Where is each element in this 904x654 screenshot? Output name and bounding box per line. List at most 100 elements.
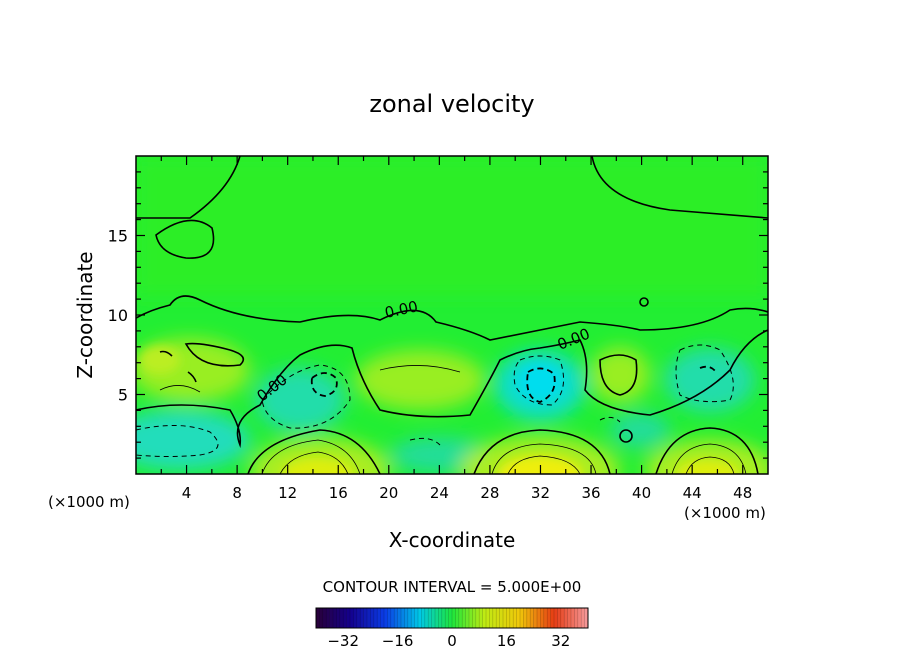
- colorbar-cell: [550, 608, 555, 628]
- colorbar-cell: [380, 608, 385, 628]
- colorbar-cell: [513, 608, 517, 628]
- colorbar-cell: [428, 608, 432, 628]
- chart-title: zonal velocity: [369, 90, 534, 118]
- colorbar-cell: [523, 608, 528, 628]
- colorbar-cell: [448, 608, 453, 628]
- colorbar-cell: [353, 608, 358, 628]
- colorbar-cell: [336, 608, 341, 628]
- colorbar-cell: [560, 608, 565, 628]
- colorbar-cell: [499, 608, 504, 628]
- colorbar-cell: [407, 608, 412, 628]
- colorbar-cell: [370, 608, 375, 628]
- y-tick-label: 10: [108, 306, 128, 325]
- colorbar-cell: [526, 608, 531, 628]
- colorbar-cell: [343, 608, 347, 628]
- colorbar-cell: [397, 608, 402, 628]
- x-axis-label: X-coordinate: [389, 528, 516, 552]
- y-tick-label: 5: [118, 386, 128, 405]
- colorbar-tick-label: 0: [447, 632, 457, 650]
- colorbar-cell: [390, 608, 395, 628]
- colorbar-tick-label: −16: [382, 632, 414, 650]
- y-tick-label: 15: [108, 227, 128, 246]
- contour-lines: [136, 156, 768, 474]
- colorbar-frame: [315, 607, 589, 629]
- colorbar-cell: [492, 608, 497, 628]
- colorbar-cell: [322, 608, 327, 628]
- x-tick-label: 32: [531, 484, 550, 502]
- colorbar-cell: [356, 608, 361, 628]
- colorbar-tick-label: 16: [497, 632, 516, 650]
- colorbar-cell: [469, 608, 473, 628]
- colorbar-cell: [509, 608, 514, 628]
- colorbar-cell: [540, 608, 545, 628]
- colorbar-cell: [411, 608, 415, 628]
- x-tick-label: 12: [278, 484, 297, 502]
- colorbar-cell: [326, 608, 330, 628]
- colorbar-cell: [557, 608, 562, 628]
- colorbar-cell: [384, 608, 388, 628]
- colorbar-cell: [404, 608, 409, 628]
- colorbar-cell: [472, 608, 477, 628]
- colorbar-cell: [418, 608, 422, 628]
- colorbar-cell: [486, 608, 490, 628]
- colorbar-cell: [462, 608, 466, 628]
- colorbar-cell: [530, 608, 534, 628]
- x-tick-label: 20: [379, 484, 398, 502]
- contour-interval-text: CONTOUR INTERVAL = 5.000E+00: [323, 578, 582, 596]
- x-tick-label: 44: [683, 484, 702, 502]
- colorbar-cell: [360, 608, 364, 628]
- colorbar-cell: [547, 608, 551, 628]
- colorbar-cell: [496, 608, 500, 628]
- colorbar-cell: [543, 608, 548, 628]
- x-tick-label: 4: [182, 484, 192, 502]
- colorbar-cell: [482, 608, 487, 628]
- colorbar-cell: [564, 608, 568, 628]
- colorbar-cell: [329, 608, 334, 628]
- colorbar-cell: [387, 608, 392, 628]
- colorbar: [315, 607, 589, 629]
- colorbar-cell: [574, 608, 579, 628]
- x-tick-label: 48: [733, 484, 752, 502]
- colorbar-cell: [350, 608, 354, 628]
- colorbar-cell: [489, 608, 494, 628]
- contour-lines-thin: [159, 365, 747, 474]
- colorbar-cell: [458, 608, 463, 628]
- x-unit-left: (×1000 m): [48, 493, 130, 511]
- colorbar-cell: [367, 608, 371, 628]
- colorbar-cell: [581, 608, 585, 628]
- colorbar-cell: [577, 608, 582, 628]
- colorbar-cell: [584, 608, 589, 628]
- colorbar-cell: [377, 608, 381, 628]
- colorbar-cell: [373, 608, 378, 628]
- colorbar-cell: [516, 608, 521, 628]
- y-axis-label: Z-coordinate: [73, 251, 97, 378]
- colorbar-tick-label: −32: [327, 632, 359, 650]
- colorbar-cell: [333, 608, 337, 628]
- colorbar-cell: [401, 608, 405, 628]
- x-tick-label: 36: [581, 484, 600, 502]
- colorbar-cell: [465, 608, 470, 628]
- colorbar-cell: [316, 608, 320, 628]
- colorbar-cell: [441, 608, 446, 628]
- colorbar-cell: [475, 608, 480, 628]
- plot-area: 0.00 0.00 0.00: [136, 156, 768, 474]
- colorbar-cell: [537, 608, 541, 628]
- colorbar-cell: [339, 608, 344, 628]
- colorbar-ticks: −32 −16 0 16 32: [327, 632, 570, 650]
- colorbar-cell: [479, 608, 483, 628]
- colorbar-cell: [346, 608, 351, 628]
- colorbar-cell: [445, 608, 449, 628]
- colorbar-cell: [431, 608, 436, 628]
- colorbar-cell: [435, 608, 439, 628]
- colorbar-cell: [424, 608, 429, 628]
- contour-lines-bold-dashed: [310, 365, 717, 403]
- colorbar-cell: [438, 608, 443, 628]
- colorbar-cell: [567, 608, 572, 628]
- colorbar-cell: [571, 608, 575, 628]
- colorbar-cell: [506, 608, 511, 628]
- x-tick-label: 16: [329, 484, 348, 502]
- colorbar-cell: [455, 608, 460, 628]
- colorbar-cell: [319, 608, 324, 628]
- colorbar-cell: [452, 608, 456, 628]
- y-axis: 5 10 15: [108, 171, 768, 459]
